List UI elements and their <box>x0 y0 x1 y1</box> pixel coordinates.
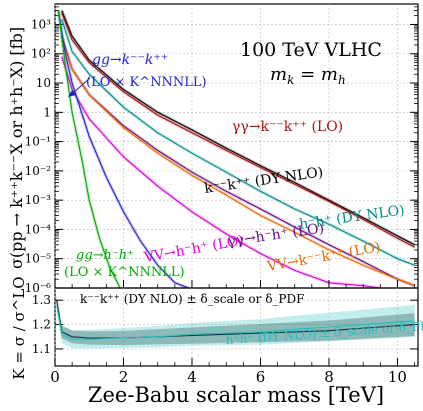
x-tick-label: 6 <box>256 368 266 386</box>
top-y-tick-label: 10 <box>36 76 51 90</box>
x-tick-label: 8 <box>324 368 334 386</box>
series-band <box>60 9 416 247</box>
series-line <box>61 19 415 266</box>
series-band <box>56 10 122 288</box>
series-line <box>61 39 415 287</box>
series-band <box>60 39 416 288</box>
top-y-tick-label: 10³ <box>31 17 51 31</box>
series-line <box>61 56 381 288</box>
bottom-y-ticks: 1.1 1.2 1.3 <box>32 293 418 356</box>
annot-gg-kk-arrowhead <box>68 90 76 97</box>
series-line <box>57 10 189 288</box>
top-y-tick-label: 10⁻¹ <box>25 135 51 149</box>
annot-vv-hh: VV→h⁻h⁺ (LO) <box>142 233 245 266</box>
bottom-y-tick-label: 1.3 <box>32 293 51 307</box>
top-y-tick-label: 10⁻⁴ <box>25 222 52 236</box>
x-axis-label: Zee-Babu scalar mass [TeV] <box>88 383 384 407</box>
bottom-grid <box>54 288 418 366</box>
top-y-tick-label: 10² <box>31 47 51 61</box>
series-line <box>57 10 121 288</box>
bottom-panel-frame <box>54 287 419 367</box>
bottom-y-tick-label: 1.2 <box>32 318 51 332</box>
bottom-series <box>56 294 415 349</box>
x-axis-ticks: 0 2 4 6 8 10 <box>50 280 415 386</box>
top-y-tick-label: 10⁻² <box>25 164 52 178</box>
series-line <box>61 12 415 248</box>
annot-gg-hh-sub: (LO × K^NNNLL) <box>64 265 185 280</box>
x-tick-label: 10 <box>388 368 407 386</box>
bottom-y-axis-label: K = σ / σ^LO <box>10 276 28 379</box>
ratio-band <box>56 294 415 346</box>
annot-k-dy: k⁻⁻k⁺⁺ (DY NLO) ± δ_scale or δ_PDF <box>80 292 304 306</box>
series-band <box>60 18 416 267</box>
ratio-band <box>56 296 415 349</box>
annot-gg-kk-arrow <box>71 77 91 95</box>
series-band <box>56 10 190 288</box>
series-band <box>60 12 416 249</box>
top-y-tick-label: 1 <box>43 105 51 119</box>
ratio-line <box>56 300 415 339</box>
x-tick-label: 0 <box>50 368 60 386</box>
annot-gg-kk-sub: (LO × K^NNNLL) <box>86 75 207 90</box>
annot-gg-hh: gg→h⁻h⁺ <box>76 248 134 263</box>
annot-aa-kk: γγ→k⁻⁻k⁺⁺ (LO) <box>232 119 343 135</box>
chart-subtitle: mk = mh <box>270 64 346 87</box>
x-tick-label: 2 <box>119 368 129 386</box>
ratio-line <box>56 305 415 340</box>
top-y-tick-label: 10⁻⁶ <box>25 281 52 295</box>
top-y-tick-label: 10⁻³ <box>25 193 52 207</box>
series-line <box>61 10 415 246</box>
bottom-y-tick-label: 1.1 <box>32 342 51 356</box>
annot-vv-kk: VV→k⁻⁻k⁺⁺ (LO) <box>265 239 382 275</box>
top-series <box>56 9 416 288</box>
top-panel: 10⁻⁶ 10⁻⁵ 10⁻⁴ 10⁻³ 10⁻² 10⁻¹ 1 10 10² 10³ 100 Te… <box>7 3 419 295</box>
top-y-axis-label: σ(pp → k⁺⁺k⁻⁻X or h⁺h⁻X) [fb] <box>7 27 26 269</box>
series-band <box>60 56 381 288</box>
top-y-tick-label: 10⁻⁵ <box>25 252 52 266</box>
annot-gg-kk: gg→k⁻⁻k⁺⁺ <box>92 52 168 68</box>
bottom-panel: 1.1 1.2 1.3 0 2 4 6 8 10 k⁻⁻k⁺⁺ (DY NLO) ± δ_sc… <box>10 276 423 407</box>
x-tick-label: 4 <box>187 368 197 386</box>
top-y-ticks: 10⁻⁶ 10⁻⁵ 10⁻⁴ 10⁻³ 10⁻² 10⁻¹ 1 10 10² 10³ <box>25 3 418 295</box>
chart-title: 100 TeV VLHC <box>240 39 382 61</box>
